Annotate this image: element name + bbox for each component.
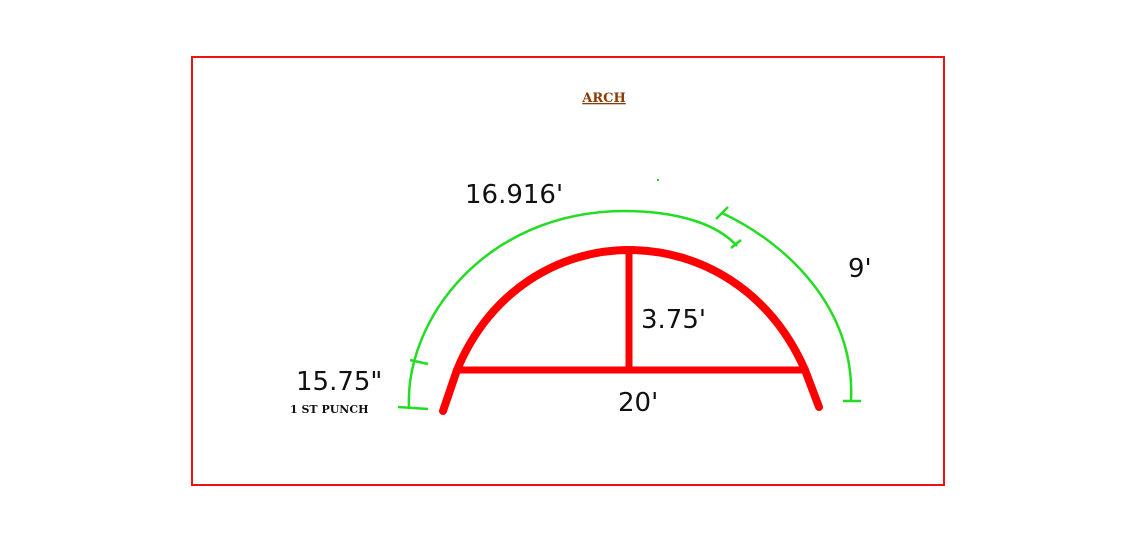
diagram-title: ARCH [581, 91, 626, 106]
segment-length-label: 9' [848, 254, 872, 284]
first-punch-tick [409, 358, 429, 366]
arc-length-label: 16.916' [465, 180, 563, 210]
stray-dot [656, 178, 660, 182]
arc-end-tick [730, 239, 742, 249]
drawing-frame [191, 56, 945, 486]
first-punch-distance-label: 15.75" [296, 367, 382, 397]
first-punch-label: 1 ST PUNCH [290, 403, 369, 416]
rise-label: 3.75' [641, 305, 706, 335]
arc-length-dimension-line [407, 209, 738, 408]
span-label: 20' [618, 388, 658, 418]
arc-start-tick [397, 405, 429, 411]
segment-start-tick [715, 206, 729, 220]
segment-dimension-line [721, 211, 853, 401]
